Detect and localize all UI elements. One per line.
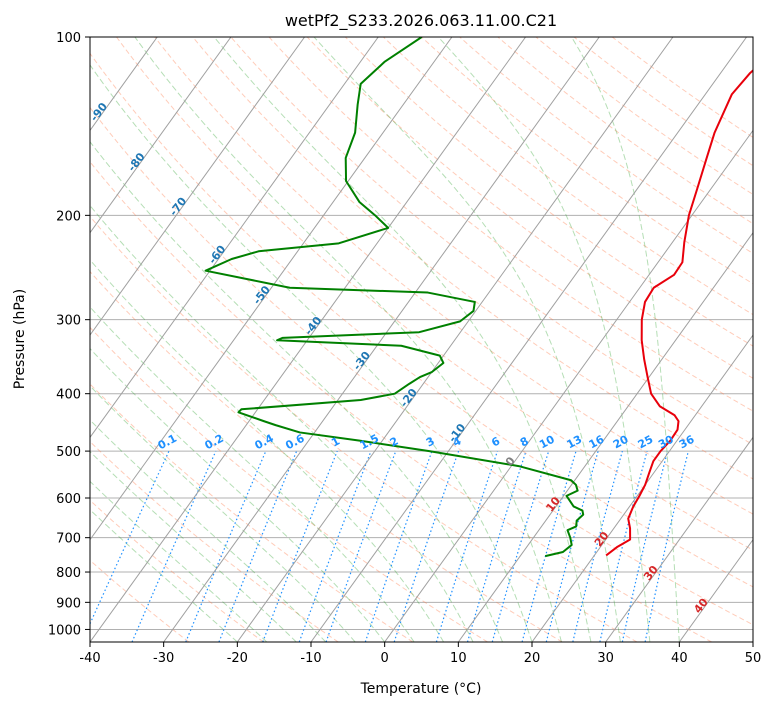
dry-adiabat: [268, 37, 753, 412]
mixing-ratio-line: [521, 450, 577, 642]
y-tick-label: 300: [56, 314, 81, 329]
mixing-ratio-label: 36: [677, 433, 697, 452]
y-tick-label: 200: [56, 209, 81, 224]
dry-adiabat: [90, 215, 638, 642]
x-tick-label: 10: [450, 651, 467, 666]
moist-adiabat: [437, 37, 651, 642]
dry-adiabat: [90, 270, 563, 642]
x-tick-label: -40: [79, 651, 100, 666]
dry-adiabat: [344, 37, 753, 347]
x-tick-label: 0: [381, 651, 389, 666]
moist-adiabat: [571, 37, 680, 642]
mixing-ratio-label: 25: [636, 433, 656, 452]
dewpoint-line: [204, 37, 585, 558]
mixing-ratio-line: [218, 450, 298, 642]
y-tick-label: 700: [56, 532, 81, 547]
y-tick-label: 500: [56, 445, 81, 460]
isotherm: [310, 37, 748, 642]
dry-adiabat: [90, 106, 753, 626]
y-tick-label: 1000: [48, 623, 81, 638]
dry-adiabat: [154, 37, 753, 515]
y-tick-label: 900: [56, 596, 81, 611]
isotherm: [531, 334, 753, 642]
mixing-ratio-line: [185, 450, 267, 642]
moist-adiabat: [90, 385, 356, 642]
isotherm: [90, 37, 306, 336]
dry-adiabat: [421, 37, 753, 285]
x-tick-label: 20: [524, 651, 541, 666]
moist-adiabat: [90, 347, 386, 642]
isotherm: [678, 538, 753, 642]
series-layer: [204, 37, 753, 558]
moist-adiabat: [90, 140, 503, 642]
moist-adiabat: [134, 37, 562, 642]
plot-area: -100-90-80-70-60-50-40-30-20-10010203040…: [0, 37, 753, 642]
y-tick-label: 600: [56, 492, 81, 507]
isotherm: [90, 37, 379, 439]
moist-adiabat: [90, 509, 238, 642]
isotherm: [752, 641, 753, 642]
mixing-ratio-line: [545, 450, 599, 642]
isotherm: [457, 231, 753, 642]
moist-adiabat: [90, 259, 445, 642]
y-tick-label: 800: [56, 566, 81, 581]
isotherm: [90, 37, 527, 642]
isotherm: [384, 129, 753, 642]
x-tick-label: -10: [300, 651, 321, 666]
isotherm: [90, 37, 453, 541]
moist-adiabat: [90, 64, 533, 642]
chart-title: wetPf2_S233.2026.063.11.00.C21: [285, 11, 557, 31]
mixing-ratio-line: [325, 450, 397, 642]
isotherm: [605, 436, 753, 642]
mixing-ratio-line: [364, 450, 433, 642]
dry-adiabat: [90, 52, 753, 588]
isotherm: [90, 37, 232, 234]
x-axis-label: Temperature (°C): [360, 681, 482, 697]
dry-adiabat: [230, 37, 753, 446]
mixing-ratio-label: 16: [587, 433, 607, 452]
isotherm: [236, 37, 674, 642]
mixing-ratio-line: [572, 450, 623, 642]
mixing-ratio-line: [621, 450, 669, 642]
isotherm: [163, 37, 600, 642]
temperature-line: [605, 69, 753, 557]
mixing-ratio-line: [599, 450, 648, 642]
x-tick-label: 40: [671, 651, 688, 666]
isotherms: [0, 37, 753, 642]
dry-adiabat: [90, 383, 414, 642]
dry-adiabat: [90, 559, 190, 642]
mixing-ratio-label: 30: [656, 433, 676, 452]
dry-adiabat: [116, 37, 753, 551]
mixing-ratio-line: [466, 450, 527, 642]
x-tick-label: 30: [597, 651, 614, 666]
dry-adiabat: [383, 37, 753, 316]
mixing-ratio-line: [262, 450, 338, 642]
y-tick-label: 100: [56, 31, 81, 46]
moist-adiabat: [90, 450, 297, 642]
isotherm: [0, 37, 10, 642]
y-axis-label: Pressure (hPa): [12, 289, 28, 389]
x-axis: -40 -30 -20 -10 0 10 20 30 40 50: [79, 642, 761, 666]
plot-frame: [89, 36, 754, 643]
mixing-ratio-label: 20: [611, 433, 631, 452]
moist-adiabat: [90, 419, 327, 642]
mixing-ratio-line: [298, 450, 372, 642]
x-tick-label: -30: [153, 651, 174, 666]
mixing-ratio-label: 10: [537, 433, 557, 452]
y-tick-label: 400: [56, 388, 81, 403]
moist-adiabat: [90, 204, 474, 642]
pressure-grid: [90, 37, 753, 630]
mixing-ratio-label: 13: [565, 433, 585, 452]
y-axis: 100 200 300 400 500 600 700 800 900 1000: [48, 31, 90, 638]
x-tick-label: -20: [227, 651, 248, 666]
mixing-ratio-line: [435, 450, 499, 642]
moist-adiabat: [90, 480, 268, 642]
moist-adiabat: [313, 37, 621, 642]
x-tick-label: 50: [745, 651, 762, 666]
